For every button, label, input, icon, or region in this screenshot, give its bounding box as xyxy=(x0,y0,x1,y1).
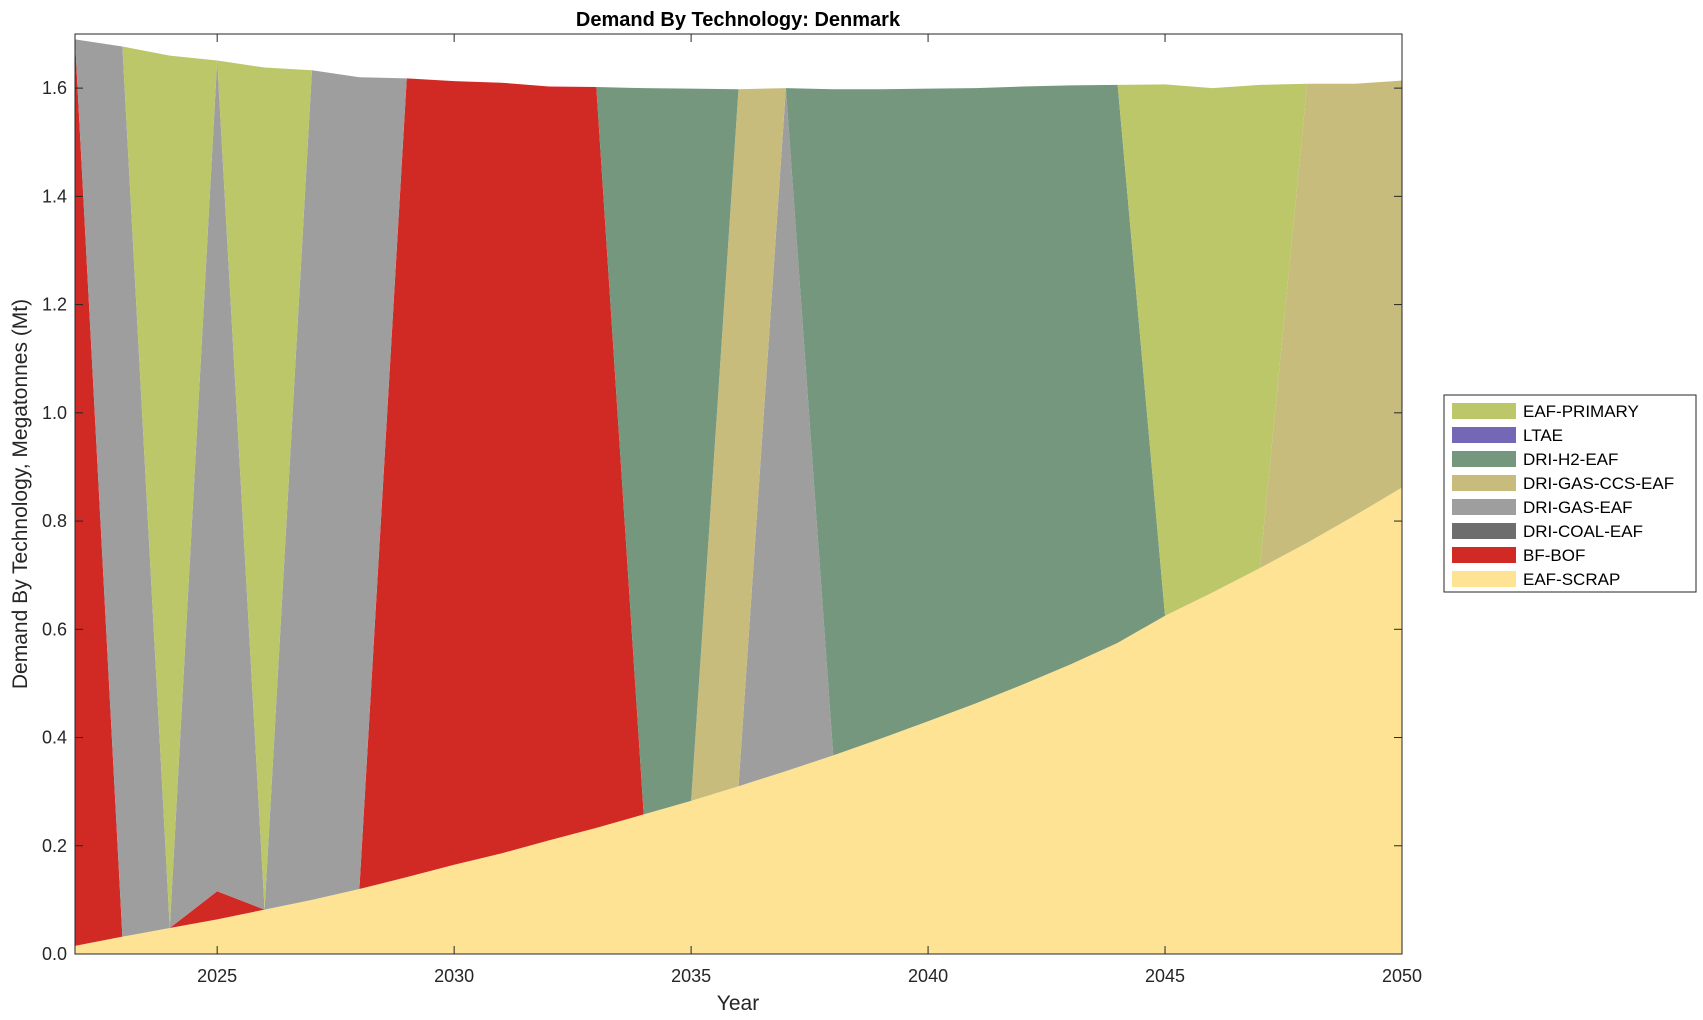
area-dri-gas-ccs-eaf xyxy=(75,39,1402,929)
legend-swatch-dri-h2-eaf xyxy=(1452,451,1516,467)
y-tick-label: 1.0 xyxy=(42,403,67,423)
x-axis-label: Year xyxy=(717,992,759,1015)
legend-label-bf-bof: BF-BOF xyxy=(1523,546,1585,565)
legend-swatch-dri-coal-eaf xyxy=(1452,523,1516,539)
plot-frame xyxy=(74,33,1403,955)
legend-swatch-dri-gas-ccs-eaf xyxy=(1452,475,1516,491)
legend-swatch-dri-gas-eaf xyxy=(1452,499,1516,515)
legend-swatch-eaf-scrap xyxy=(1452,571,1516,587)
legend-label-dri-h2-eaf: DRI-H2-EAF xyxy=(1523,450,1618,469)
legend: EAF-PRIMARY LTAE DRI-H2-EAF DRI-GAS-CCS-EAF… xyxy=(1443,394,1697,593)
x-axis-ticks: 2025 2030 2035 2040 2045 2050 xyxy=(197,34,1422,986)
y-tick-label: 1.4 xyxy=(42,186,67,206)
legend-swatch-eaf-primary xyxy=(1452,403,1516,419)
y-tick-label: 0.6 xyxy=(42,619,67,639)
y-axis-label: Demand By Technology, Megatonnes (Mt) xyxy=(9,299,32,689)
x-tick-label: 2040 xyxy=(908,966,948,986)
legend-swatch-ltae xyxy=(1452,427,1516,443)
area-dri-h2-eaf xyxy=(75,39,1402,929)
legend-swatch-bf-bof xyxy=(1452,547,1516,563)
legend-label-ltae: LTAE xyxy=(1523,426,1563,445)
x-tick-label: 2035 xyxy=(671,966,711,986)
chart-title: Demand By Technology: Denmark xyxy=(576,9,901,31)
x-tick-label: 2045 xyxy=(1145,966,1185,986)
legend-label-dri-gas-ccs-eaf: DRI-GAS-CCS-EAF xyxy=(1523,474,1674,493)
x-tick-label: 2025 xyxy=(197,966,237,986)
legend-label-dri-gas-eaf: DRI-GAS-EAF xyxy=(1523,498,1633,517)
y-tick-label: 0.2 xyxy=(42,836,67,856)
area-eaf-scrap xyxy=(75,487,1402,954)
x-tick-label: 2030 xyxy=(434,966,474,986)
y-tick-label: 1.6 xyxy=(42,78,67,98)
area-eaf-primary xyxy=(75,39,1402,929)
legend-label-eaf-primary: EAF-PRIMARY xyxy=(1523,402,1639,421)
y-axis-ticks: 0.0 0.2 0.4 0.6 0.8 1.0 1.2 1.4 1.6 xyxy=(42,78,1402,964)
y-tick-label: 0.0 xyxy=(42,944,67,964)
y-tick-label: 1.2 xyxy=(42,295,67,315)
area-dri-gas-eaf xyxy=(75,39,1402,937)
legend-label-eaf-scrap: EAF-SCRAP xyxy=(1523,570,1620,589)
y-tick-label: 0.8 xyxy=(42,511,67,531)
area-series-group xyxy=(75,39,1402,954)
x-tick-label: 2050 xyxy=(1382,966,1422,986)
legend-label-dri-coal-eaf: DRI-COAL-EAF xyxy=(1523,522,1643,541)
area-bf-bof xyxy=(75,39,1402,946)
y-tick-label: 0.4 xyxy=(42,728,67,748)
